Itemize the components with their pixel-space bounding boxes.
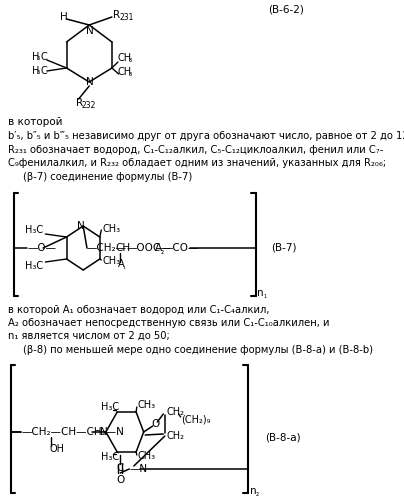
Text: A: A [155,243,162,253]
Text: —OOC—: —OOC— [126,243,171,253]
Text: R: R [76,98,83,108]
Text: CH₃: CH₃ [102,256,120,266]
Text: C: C [41,52,48,62]
Text: OH: OH [49,444,64,454]
Text: CH: CH [116,243,131,253]
Text: A₂ обозначает непосредственную связь или C₁-C₁₀алкилен, и: A₂ обозначает непосредственную связь или… [8,318,329,328]
Text: —CH₂—CH—CH₂—N: —CH₂—CH—CH₂—N [21,427,124,437]
Text: O: O [151,419,159,429]
Text: (B-6-2): (B-6-2) [268,5,304,15]
Text: (β-7) соединение формулы (B-7): (β-7) соединение формулы (B-7) [23,172,192,182]
Text: в которой: в которой [8,117,62,127]
Text: CH₂: CH₂ [166,407,184,417]
Text: C: C [41,66,48,76]
Text: ₃: ₃ [128,70,132,78]
Text: (B-7): (B-7) [271,243,296,253]
Text: CH₃: CH₃ [138,400,156,410]
Text: H₃C: H₃C [101,402,119,412]
Text: ₁: ₁ [122,264,125,270]
Text: H₃C: H₃C [101,452,119,462]
Text: H₃C: H₃C [25,261,43,271]
Text: H: H [32,66,39,76]
Text: H: H [32,52,39,62]
Text: CH: CH [117,67,131,77]
Text: n: n [257,288,264,298]
Text: 231: 231 [120,14,134,22]
Text: C: C [116,463,124,473]
Text: A: A [118,259,124,269]
Text: N: N [101,427,108,437]
Text: O: O [116,475,124,485]
Text: —CH₂—: —CH₂— [87,243,127,253]
Text: N: N [86,26,94,36]
Text: CH: CH [117,53,131,63]
Text: R: R [114,10,120,20]
Text: H₃C: H₃C [25,225,43,235]
Text: CH₃: CH₃ [102,224,120,234]
Text: R₂₃₁ обозначает водород, C₁-C₁₂алкил, C₅-C₁₂циклоалкил, фенил или C₇-: R₂₃₁ обозначает водород, C₁-C₁₂алкил, C₅… [8,145,383,155]
Text: (CH₂)₉: (CH₂)₉ [181,415,211,425]
Text: (β-8) по меньшей мере одно соединение формулы (B-8-a) и (B-8-b): (β-8) по меньшей мере одно соединение фо… [23,345,372,355]
Text: (B-8-a): (B-8-a) [265,433,300,443]
Text: C₉фенилалкил, и R₂₃₂ обладает одним из значений, указанных для R₂₀₆;: C₉фенилалкил, и R₂₃₂ обладает одним из з… [8,158,386,168]
Text: ₃: ₃ [37,52,40,62]
Text: n: n [250,486,256,496]
Text: N: N [86,77,94,87]
Text: H: H [61,12,68,22]
Text: b′₅, b″₅ и b‴₅ независимо друг от друга обозначают число, равное от 2 до 12,: b′₅, b″₅ и b‴₅ независимо друг от друга … [8,131,404,141]
Text: n₁ является числом от 2 до 50;: n₁ является числом от 2 до 50; [8,331,169,341]
Text: CH₂: CH₂ [166,431,184,441]
Text: N: N [77,221,85,231]
Text: ₃: ₃ [128,56,132,64]
Text: CH₃: CH₃ [138,451,156,461]
Text: —N: —N [129,464,147,474]
Text: в которой A₁ обозначает водород или C₁-C₄алкил,: в которой A₁ обозначает водород или C₁-C… [8,305,269,315]
Text: ₂: ₂ [160,246,164,256]
Text: ₂: ₂ [256,490,259,498]
Text: —CO—: —CO— [162,243,199,253]
Text: —O—: —O— [27,243,56,253]
Text: 232: 232 [82,102,96,110]
Text: ₁: ₁ [263,292,266,300]
Text: ₃: ₃ [37,66,40,76]
